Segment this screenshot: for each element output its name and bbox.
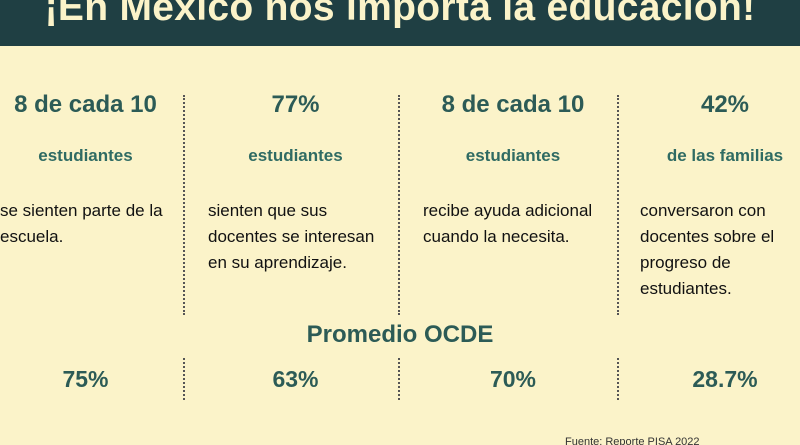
stat-column-3: 8 de cada 10 estudiantes recibe ayuda ad… (413, 0, 613, 445)
ocde-value: 70% (489, 366, 537, 392)
source-footnote: Fuente: Reporte PISA 2022 (565, 436, 700, 445)
ocde-section-title: Promedio OCDE (306, 321, 494, 348)
stat-headline: 42% (700, 91, 750, 118)
stat-column-2: 77% estudiantes sienten que sus docentes… (198, 0, 393, 445)
stat-subject: estudiantes (248, 146, 343, 165)
stat-headline: 77% (271, 91, 320, 118)
stat-headline: 8 de cada 10 (441, 91, 585, 118)
column-divider (183, 358, 185, 400)
stat-description: conversaron con docentes sobre el progre… (640, 201, 775, 298)
stat-description: sienten que sus docentes se interesan en… (208, 201, 375, 272)
stat-column-4: 42% de las familias conversaron con doce… (630, 0, 800, 445)
column-divider (617, 358, 619, 400)
stat-subject: de las familias (666, 146, 784, 165)
stat-description: se sienten parte de la escuela. (0, 201, 163, 246)
ocde-value: 63% (272, 366, 319, 392)
column-divider (398, 95, 400, 315)
column-divider (398, 358, 400, 400)
title-banner: ¡En México nos importa la educación! (0, 0, 800, 46)
column-divider (183, 95, 185, 315)
ocde-value: 28.7% (692, 366, 758, 392)
page-title: ¡En México nos importa la educación! (44, 0, 756, 29)
stat-description: recibe ayuda adicional cuando la necesit… (423, 201, 593, 246)
stat-headline: 8 de cada 10 (14, 91, 157, 118)
ocde-value: 75% (62, 366, 109, 392)
stat-subject: estudiantes (38, 146, 133, 165)
stat-subject: estudiantes (465, 146, 561, 165)
stat-column-1: 8 de cada 10 estudiantes se sienten part… (0, 0, 183, 445)
column-divider (617, 95, 619, 315)
